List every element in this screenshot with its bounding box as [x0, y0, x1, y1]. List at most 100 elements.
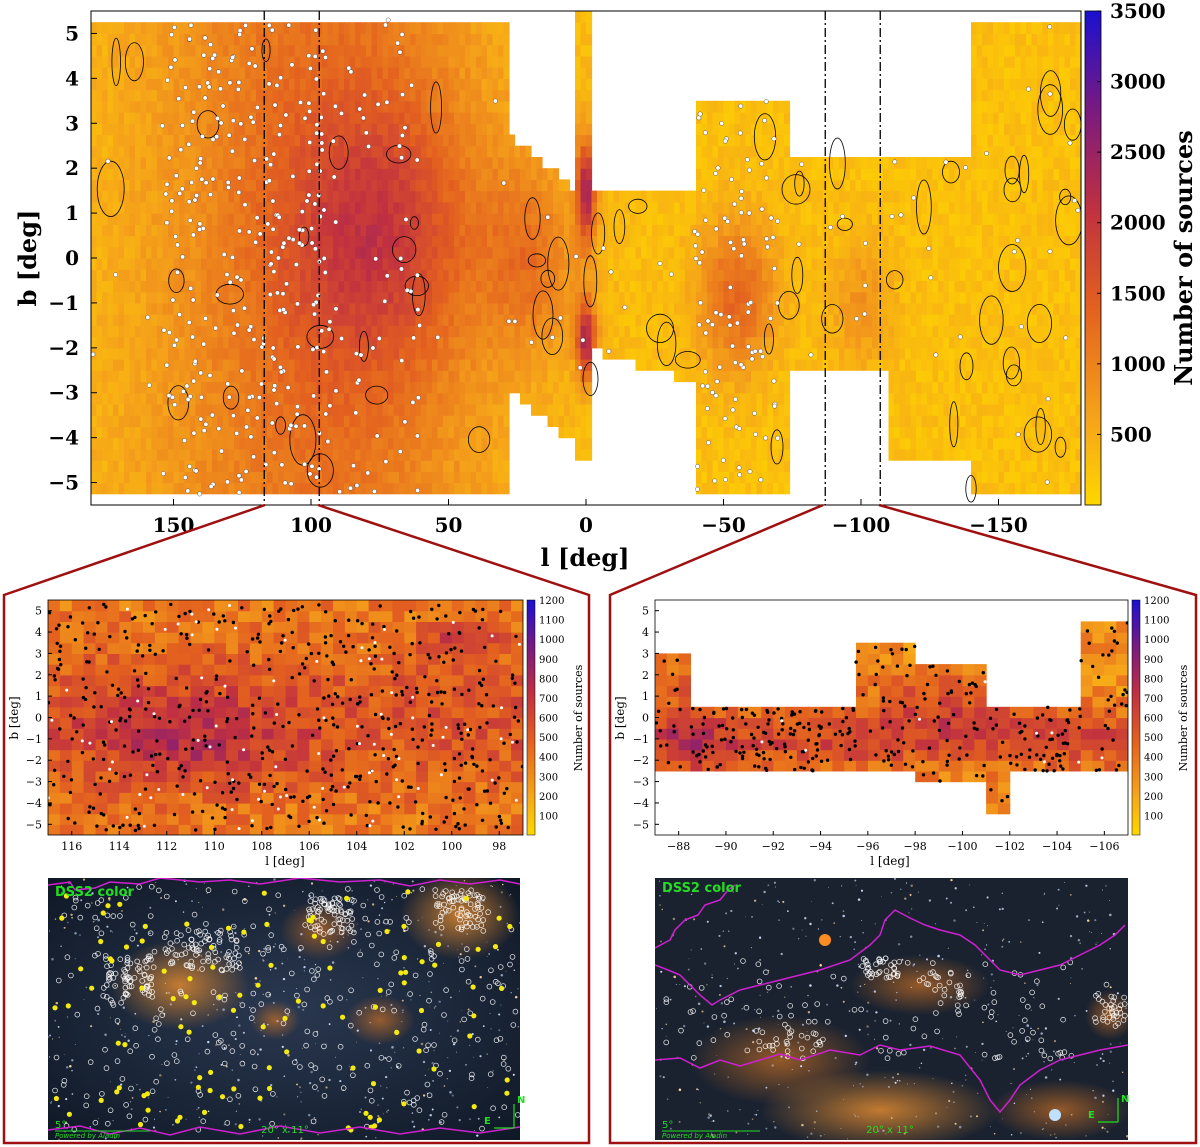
heatmap-cell: [888, 347, 895, 360]
heatmap-cell: [492, 168, 499, 180]
heatmap-cell: [652, 291, 659, 304]
heatmap-cell: [723, 448, 730, 461]
heatmap-cell: [195, 336, 202, 349]
heatmap-cell: [575, 336, 582, 349]
heatmap-cell: [377, 415, 384, 427]
heatmap-cell: [734, 448, 741, 461]
heatmap-cell: [102, 235, 109, 248]
heatmap-cell: [773, 392, 780, 405]
heatmap-cell: [217, 224, 224, 237]
heatmap-cell: [696, 291, 703, 304]
heatmap-cell: [344, 370, 351, 383]
heatmap-cell: [267, 370, 274, 383]
heatmap-cell: [619, 201, 626, 214]
heatmap-cell: [371, 404, 378, 416]
heatmap-cell: [432, 213, 439, 225]
heatmap-cell: [701, 134, 708, 147]
heatmap-cell: [905, 448, 912, 461]
heatmap-cell: [756, 404, 763, 416]
heatmap-cell: [514, 314, 521, 326]
heatmap-cell: [228, 201, 235, 214]
heatmap-cell: [146, 437, 153, 450]
heatmap-cell: [448, 392, 455, 405]
heatmap-cell: [575, 404, 582, 416]
heatmap-cell: [437, 325, 444, 338]
heatmap-cell: [184, 179, 191, 192]
heatmap-cell: [283, 482, 290, 495]
heatmap-cell: [124, 370, 131, 383]
heatmap-cell: [635, 224, 642, 237]
heatmap-cell: [509, 280, 516, 293]
heatmap-cell: [256, 381, 263, 394]
heatmap-cell: [146, 55, 153, 68]
heatmap-cell: [437, 482, 444, 495]
heatmap-cell: [454, 224, 461, 237]
heatmap-cell: [135, 381, 142, 394]
heatmap-cell: [245, 246, 252, 259]
heatmap-cell: [344, 415, 351, 427]
heatmap-cell: [300, 426, 307, 439]
heatmap-cell: [399, 201, 406, 214]
heatmap-cell: [580, 246, 587, 259]
heatmap-cell: [481, 471, 488, 484]
heatmap-cell: [190, 460, 197, 472]
heatmap-cell: [470, 235, 477, 248]
heatmap-cell: [278, 404, 285, 416]
heatmap-cell: [322, 415, 329, 427]
heatmap-cell: [745, 302, 752, 315]
heatmap-cell: [855, 280, 862, 293]
heatmap-cell: [399, 112, 406, 124]
heatmap-cell: [718, 112, 725, 124]
heatmap-cell: [707, 157, 714, 169]
heatmap-cell: [718, 179, 725, 192]
heatmap-cell: [564, 280, 571, 293]
heatmap-cell: [448, 67, 455, 79]
heatmap-cell: [723, 314, 730, 326]
heatmap-cell: [454, 134, 461, 147]
heatmap-cell: [564, 370, 571, 383]
heatmap-cell: [586, 11, 593, 23]
heatmap-cell: [850, 280, 857, 293]
heatmap-cell: [250, 460, 257, 472]
heatmap-cell: [146, 235, 153, 248]
heatmap-cell: [245, 381, 252, 394]
heatmap-cell: [355, 280, 362, 293]
heatmap-cell: [894, 381, 901, 394]
heatmap-cell: [883, 179, 890, 192]
heatmap-cell: [305, 482, 312, 495]
heatmap-cell: [734, 145, 741, 158]
heatmap-cell: [718, 269, 725, 281]
heatmap-cell: [498, 280, 505, 293]
heatmap-cell: [228, 404, 235, 416]
heatmap-cell: [267, 482, 274, 495]
heatmap-cell: [140, 123, 147, 136]
heatmap-cell: [162, 168, 169, 180]
heatmap-cell: [916, 347, 923, 360]
heatmap-cell: [327, 44, 334, 57]
heatmap-cell: [465, 404, 472, 416]
heatmap-cell: [861, 190, 868, 203]
heatmap-cell: [399, 314, 406, 326]
heatmap-cell: [481, 67, 488, 79]
heatmap-cell: [113, 78, 120, 91]
heatmap-cell: [118, 190, 125, 203]
heatmap-cell: [393, 33, 400, 46]
heatmap-cell: [377, 314, 384, 326]
heatmap-cell: [448, 44, 455, 57]
heatmap-cell: [283, 190, 290, 203]
heatmap-cell: [113, 460, 120, 472]
heatmap-cell: [322, 168, 329, 180]
heatmap-cell: [597, 258, 604, 270]
heatmap-cell: [817, 235, 824, 248]
heatmap-cell: [338, 471, 345, 484]
heatmap-cell: [129, 112, 136, 124]
heatmap-cell: [146, 89, 153, 102]
heatmap-cell: [118, 89, 125, 102]
heatmap-cell: [245, 359, 252, 371]
heatmap-cell: [294, 123, 301, 136]
heatmap-cell: [525, 258, 532, 270]
heatmap-cell: [195, 404, 202, 416]
heatmap-cell: [201, 235, 208, 248]
heatmap-cell: [256, 336, 263, 349]
heatmap-cell: [399, 404, 406, 416]
